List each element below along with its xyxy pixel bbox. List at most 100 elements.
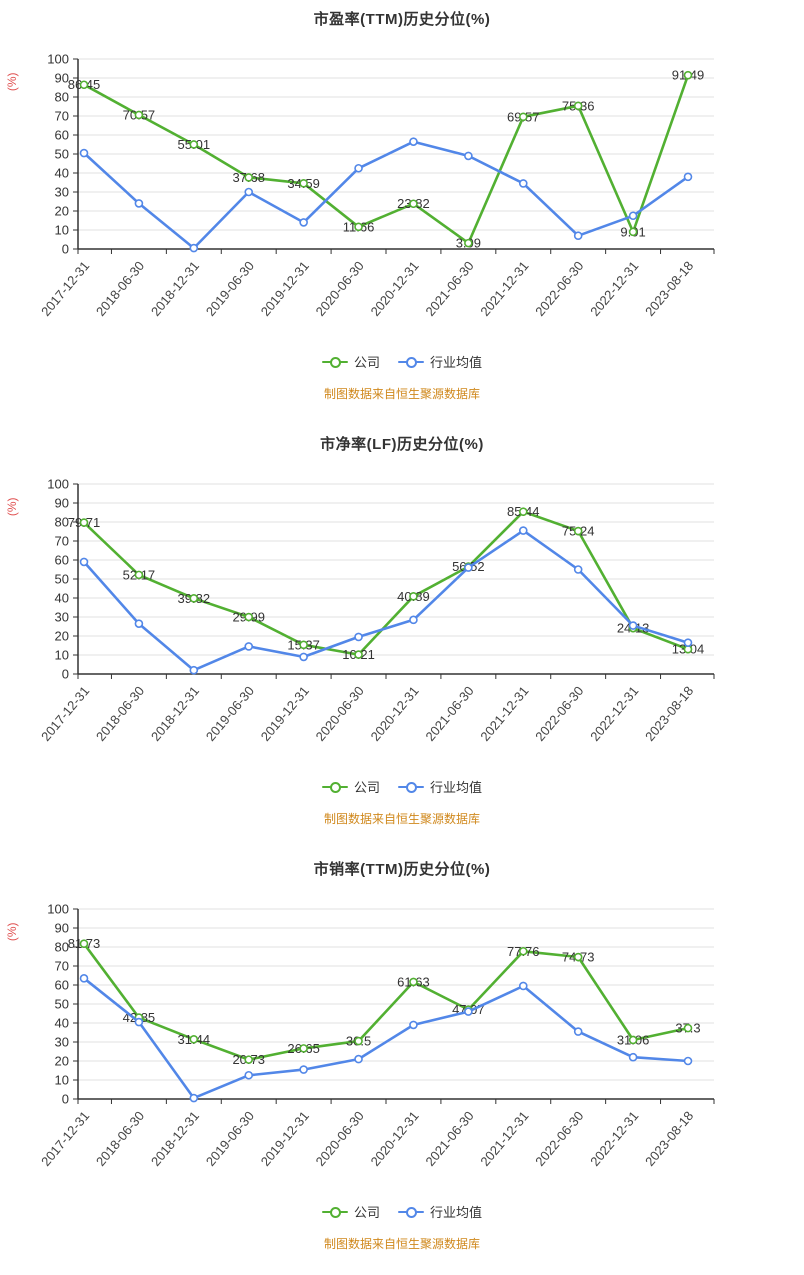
x-axis: 2017-12-31 2018-06-30 2018-12-31 2019-06-30… xyxy=(38,673,715,744)
y-axis: 0 10 20 30 40 50 60 70 80 90 100 (%) xyxy=(5,477,79,682)
chart-block-pe-ttm-percentile: 市盈率(TTM)历史分位(%) 0 10 20 30 40 50 60 70 80 90 100 (%… xyxy=(0,0,804,425)
company-series xyxy=(83,74,690,245)
legend-label-company: 公司 xyxy=(353,780,380,795)
svg-text:2020-12-31: 2020-12-31 xyxy=(368,258,422,319)
legend-label-industry-average: 行业均值 xyxy=(430,355,483,370)
svg-text:30: 30 xyxy=(55,610,69,625)
svg-text:2020-06-30: 2020-06-30 xyxy=(313,683,367,744)
svg-text:0: 0 xyxy=(62,667,69,682)
y-axis-unit-label: (%) xyxy=(5,72,19,91)
svg-text:90: 90 xyxy=(55,496,69,511)
svg-text:2022-06-30: 2022-06-30 xyxy=(532,258,586,319)
legend-item-company[interactable]: 公司 xyxy=(321,777,380,796)
industry-series-icon xyxy=(398,356,424,368)
svg-text:2018-06-30: 2018-06-30 xyxy=(93,258,147,319)
legend-label-company: 公司 xyxy=(353,1205,380,1220)
svg-text:2019-12-31: 2019-12-31 xyxy=(258,683,312,744)
svg-text:60: 60 xyxy=(55,128,69,143)
industry-series xyxy=(79,974,693,1103)
svg-text:2021-12-31: 2021-12-31 xyxy=(477,1108,531,1169)
company-series-markers xyxy=(79,939,693,1064)
svg-text:2021-06-30: 2021-06-30 xyxy=(422,258,476,319)
legend-item-company[interactable]: 公司 xyxy=(321,352,380,371)
svg-text:40: 40 xyxy=(55,166,69,181)
svg-text:70: 70 xyxy=(55,109,69,124)
svg-text:2022-12-31: 2022-12-31 xyxy=(587,258,641,319)
company-data-labels: 81.7342.8531.4420.7326.6530.561.6347.077… xyxy=(68,936,701,1067)
y-axis-unit-label: (%) xyxy=(5,922,19,941)
legend-item-industry-average[interactable]: 行业均值 xyxy=(398,352,482,371)
svg-text:20: 20 xyxy=(55,629,69,644)
svg-text:50: 50 xyxy=(55,147,69,162)
svg-text:2017-12-31: 2017-12-31 xyxy=(38,258,92,319)
svg-text:2023-08-18: 2023-08-18 xyxy=(642,683,696,744)
svg-text:2022-06-30: 2022-06-30 xyxy=(532,1108,586,1169)
legend-item-industry-average[interactable]: 行业均值 xyxy=(398,777,482,796)
company-series-icon xyxy=(321,356,348,368)
svg-text:80: 80 xyxy=(55,515,69,530)
x-axis: 2017-12-31 2018-06-30 2018-12-31 2019-06-30… xyxy=(38,248,715,319)
svg-text:100: 100 xyxy=(47,477,69,492)
svg-text:30: 30 xyxy=(55,185,69,200)
svg-text:90: 90 xyxy=(55,921,69,936)
gridlines xyxy=(78,908,714,1081)
svg-text:2019-12-31: 2019-12-31 xyxy=(258,258,312,319)
company-series-markers xyxy=(79,70,693,248)
svg-text:2017-12-31: 2017-12-31 xyxy=(38,683,92,744)
svg-text:50: 50 xyxy=(55,572,69,587)
svg-text:2019-12-31: 2019-12-31 xyxy=(258,1108,312,1169)
svg-text:2021-12-31: 2021-12-31 xyxy=(477,258,531,319)
svg-text:2019-06-30: 2019-06-30 xyxy=(203,1108,257,1169)
svg-text:10: 10 xyxy=(55,1073,69,1088)
page-title: 市盈率(TTM)历史分位(%) xyxy=(313,11,491,28)
svg-text:80: 80 xyxy=(55,90,69,105)
legend-item-industry-average[interactable]: 行业均值 xyxy=(398,1202,482,1221)
y-axis-unit-label: (%) xyxy=(5,497,19,516)
svg-text:2020-12-31: 2020-12-31 xyxy=(368,683,422,744)
legend-label-company: 公司 xyxy=(353,355,380,370)
svg-text:2017-12-31: 2017-12-31 xyxy=(38,1108,92,1169)
svg-text:2023-08-18: 2023-08-18 xyxy=(642,258,696,319)
svg-text:90: 90 xyxy=(55,71,69,86)
company-series xyxy=(82,942,689,1061)
legend-item-company[interactable]: 公司 xyxy=(321,1202,380,1221)
page-title: 市净率(LF)历史分位(%) xyxy=(320,436,484,453)
svg-text:10: 10 xyxy=(55,648,69,663)
svg-text:100: 100 xyxy=(47,902,69,917)
chart-block-ps-ttm-percentile: 市销率(TTM)历史分位(%) 0 10 20 30 40 50 60 70 80 90 100 (%… xyxy=(0,850,804,1275)
chart-legend: 公司 行业均值 xyxy=(0,777,804,796)
ps-ttm-line-chart: 0 10 20 30 40 50 60 70 80 90 100 (%) 2017-12-31 2018-… xyxy=(0,901,804,1193)
svg-text:100: 100 xyxy=(47,52,69,67)
industry-series-icon xyxy=(398,1206,424,1218)
data-source-note: 制图数据来自恒生聚源数据库 xyxy=(323,1237,480,1251)
svg-text:2019-06-30: 2019-06-30 xyxy=(203,258,257,319)
svg-text:2019-06-30: 2019-06-30 xyxy=(203,683,257,744)
svg-text:2020-06-30: 2020-06-30 xyxy=(313,1108,367,1169)
svg-text:2021-12-31: 2021-12-31 xyxy=(477,683,531,744)
y-axis: 0 10 20 30 40 50 60 70 80 90 100 (%) xyxy=(5,902,79,1107)
pb-lf-line-chart: 0 10 20 30 40 50 60 70 80 90 100 (%) 2017-12-31 2018-… xyxy=(0,476,804,768)
svg-text:2021-06-30: 2021-06-30 xyxy=(422,683,476,744)
gridlines xyxy=(78,58,714,231)
svg-text:2020-06-30: 2020-06-30 xyxy=(313,258,367,319)
company-series xyxy=(83,510,689,656)
svg-text:2021-06-30: 2021-06-30 xyxy=(422,1108,476,1169)
legend-label-industry-average: 行业均值 xyxy=(430,1205,483,1220)
svg-text:2018-12-31: 2018-12-31 xyxy=(148,258,202,319)
svg-text:20: 20 xyxy=(55,1054,69,1069)
svg-text:40: 40 xyxy=(55,1016,69,1031)
svg-text:2022-12-31: 2022-12-31 xyxy=(587,683,641,744)
industry-series-icon xyxy=(398,781,424,793)
svg-text:70: 70 xyxy=(55,959,69,974)
svg-text:20: 20 xyxy=(55,204,69,219)
y-axis: 0 10 20 30 40 50 60 70 80 90 100 (%) xyxy=(5,52,79,257)
svg-text:50: 50 xyxy=(55,997,69,1012)
chart-legend: 公司 行业均值 xyxy=(0,1202,804,1221)
svg-text:60: 60 xyxy=(55,553,69,568)
gridlines xyxy=(78,483,714,656)
industry-series xyxy=(79,137,693,253)
svg-text:0: 0 xyxy=(62,1092,69,1107)
